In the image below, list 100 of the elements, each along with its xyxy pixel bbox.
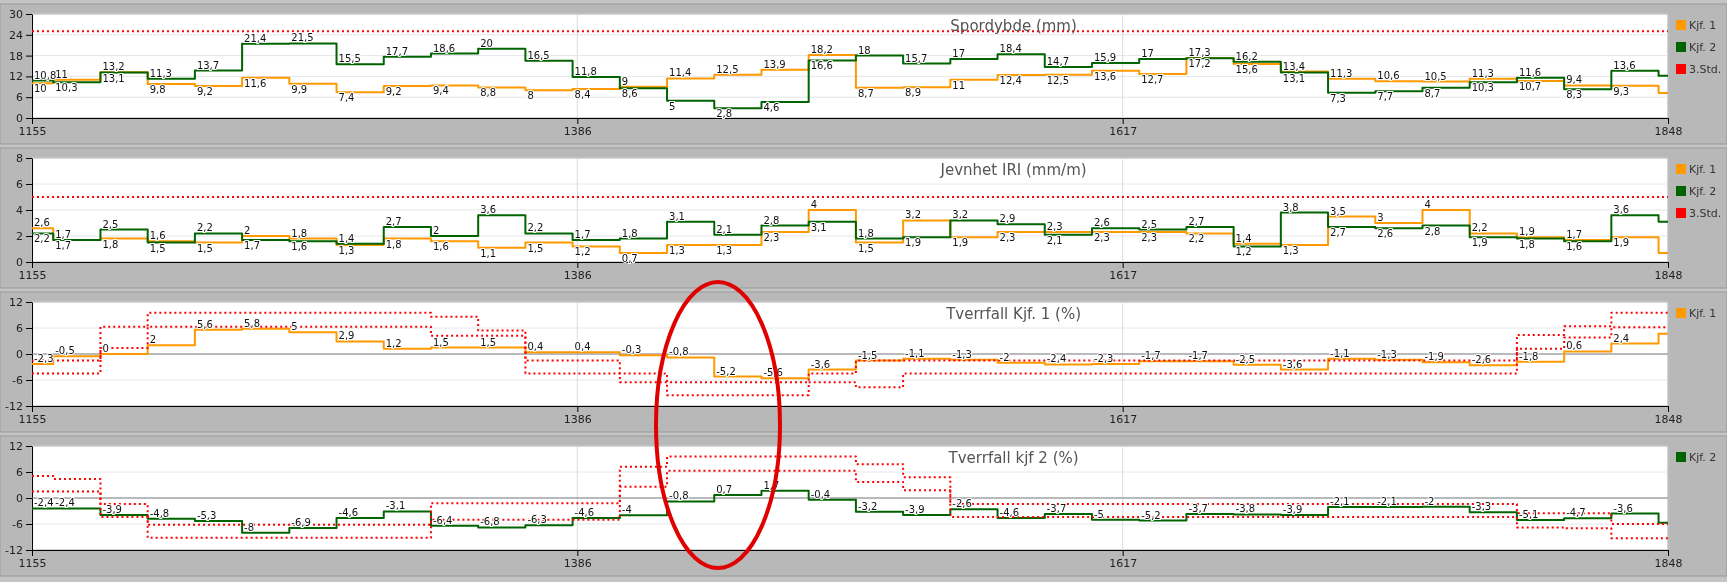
data-label: 1,3 bbox=[716, 245, 733, 257]
data-label: 1,5 bbox=[527, 242, 544, 254]
data-label: 4 bbox=[810, 199, 818, 210]
data-label: 1,9 bbox=[1471, 237, 1488, 249]
data-label: 15,9 bbox=[1093, 51, 1117, 63]
data-label: -3,8 bbox=[1235, 503, 1256, 515]
data-label: 5 bbox=[291, 321, 298, 333]
data-label: 1,8 bbox=[1518, 238, 1535, 250]
data-label: 12,5 bbox=[1046, 74, 1070, 86]
data-label: -8 bbox=[244, 521, 255, 533]
y-tick-label: 6 bbox=[16, 466, 23, 480]
data-label: 1,4 bbox=[338, 232, 355, 244]
data-label: 1,9 bbox=[1518, 226, 1535, 238]
data-label: 10,6 bbox=[1377, 70, 1400, 82]
data-label: 2,3 bbox=[763, 232, 780, 244]
data-label: 0,4 bbox=[527, 341, 544, 353]
data-label: 11 bbox=[952, 79, 966, 91]
data-label: -2,4 bbox=[1046, 353, 1067, 365]
data-label: -5 bbox=[1093, 508, 1104, 520]
data-label: 2,7 bbox=[1188, 215, 1205, 227]
data-label: -3,1 bbox=[385, 500, 406, 512]
data-label: 1,7 bbox=[244, 239, 261, 251]
y-tick-label: 30 bbox=[9, 8, 23, 22]
y-tick-label: -12 bbox=[5, 400, 23, 414]
data-label: 13,1 bbox=[102, 72, 125, 84]
data-label: 1,5 bbox=[149, 242, 166, 254]
data-label: 1,7 bbox=[55, 239, 72, 251]
y-tick-label: 0 bbox=[16, 348, 23, 362]
data-label: 1,9 bbox=[952, 237, 969, 249]
data-label: 2 bbox=[149, 334, 157, 346]
data-label: 1,6 bbox=[432, 241, 449, 253]
data-label: 2,6 bbox=[34, 217, 50, 229]
data-label: -3,7 bbox=[1188, 503, 1208, 515]
y-tick-label: 0 bbox=[16, 256, 23, 270]
data-label: -0,5 bbox=[55, 345, 75, 357]
data-label: 2,1 bbox=[716, 223, 733, 235]
data-label: 3,1 bbox=[810, 221, 827, 233]
data-label: 1,2 bbox=[574, 246, 591, 258]
y-tick-label: -6 bbox=[12, 518, 23, 532]
data-label: 2,1 bbox=[1046, 234, 1063, 246]
data-label: 1,5 bbox=[432, 336, 449, 348]
data-label: 17,7 bbox=[385, 45, 409, 57]
data-label: -2,5 bbox=[1235, 353, 1256, 365]
y-tick-label: 4 bbox=[16, 204, 23, 218]
data-label: 8,9 bbox=[905, 87, 922, 99]
data-label: 1,3 bbox=[1282, 245, 1299, 257]
data-label: 8,8 bbox=[480, 87, 497, 99]
data-label: -4 bbox=[621, 504, 632, 516]
x-tick-label: 1155 bbox=[18, 412, 47, 426]
data-label: -3,6 bbox=[1282, 358, 1303, 370]
data-label: 16,2 bbox=[1235, 50, 1258, 62]
x-tick-label: 1617 bbox=[1109, 556, 1138, 570]
data-label: 17,3 bbox=[1188, 47, 1211, 59]
data-label: 13,7 bbox=[196, 59, 220, 71]
legend-label: 3.Std. bbox=[1689, 207, 1722, 220]
y-tick-label: 24 bbox=[9, 28, 23, 42]
data-label: 1,5 bbox=[480, 336, 497, 348]
y-tick-label: 12 bbox=[9, 440, 23, 454]
legend-label: Kjf. 1 bbox=[1689, 163, 1717, 176]
x-tick-label: 1386 bbox=[563, 412, 592, 426]
data-label: 2,8 bbox=[1424, 225, 1441, 237]
data-label: 1,6 bbox=[149, 230, 166, 242]
y-tick-label: 18 bbox=[9, 49, 23, 63]
data-label: 1,6 bbox=[1566, 241, 1583, 253]
data-label: 8,6 bbox=[621, 88, 638, 100]
data-label: 16,6 bbox=[810, 60, 833, 72]
data-label: 13,6 bbox=[1613, 59, 1636, 71]
data-label: 1,8 bbox=[291, 227, 308, 239]
data-label: -5,2 bbox=[716, 365, 736, 377]
data-label: 1,6 bbox=[291, 241, 308, 253]
data-label: 2,3 bbox=[1093, 232, 1110, 244]
data-label: 2,3 bbox=[1141, 232, 1158, 244]
data-label: -6,9 bbox=[291, 516, 311, 528]
data-label: 1,9 bbox=[905, 237, 922, 249]
data-label: 17 bbox=[1141, 48, 1154, 60]
data-label: 11,3 bbox=[1330, 67, 1353, 79]
data-label: 11,6 bbox=[244, 77, 267, 89]
data-label: 3,1 bbox=[669, 210, 685, 222]
data-label: 2,4 bbox=[1613, 332, 1630, 344]
data-label: 18,2 bbox=[810, 43, 833, 55]
data-label: 12,7 bbox=[1141, 73, 1164, 85]
data-label: 2,6 bbox=[1377, 228, 1394, 240]
x-tick-label: 1386 bbox=[563, 124, 592, 138]
data-label: -1,5 bbox=[857, 349, 878, 361]
data-label: 9,4 bbox=[1566, 74, 1583, 86]
data-label: -2 bbox=[1424, 495, 1435, 507]
data-label: 1,8 bbox=[857, 227, 874, 239]
data-label: 9 bbox=[621, 75, 629, 87]
y-tick-label: 12 bbox=[9, 296, 23, 310]
data-label: 1,8 bbox=[102, 238, 119, 250]
data-label: 2,3 bbox=[1046, 221, 1063, 233]
data-label: -1,1 bbox=[1330, 347, 1350, 359]
legend-label: Kjf. 2 bbox=[1689, 185, 1717, 198]
x-tick-label: 1617 bbox=[1109, 412, 1138, 426]
data-label: -3,7 bbox=[1046, 503, 1067, 515]
data-label: -1,7 bbox=[1141, 350, 1161, 362]
data-label: -1,3 bbox=[1377, 348, 1397, 360]
data-label: 9,4 bbox=[432, 85, 449, 97]
data-label: 2,7 bbox=[385, 215, 402, 227]
data-label: 9,2 bbox=[385, 86, 402, 98]
